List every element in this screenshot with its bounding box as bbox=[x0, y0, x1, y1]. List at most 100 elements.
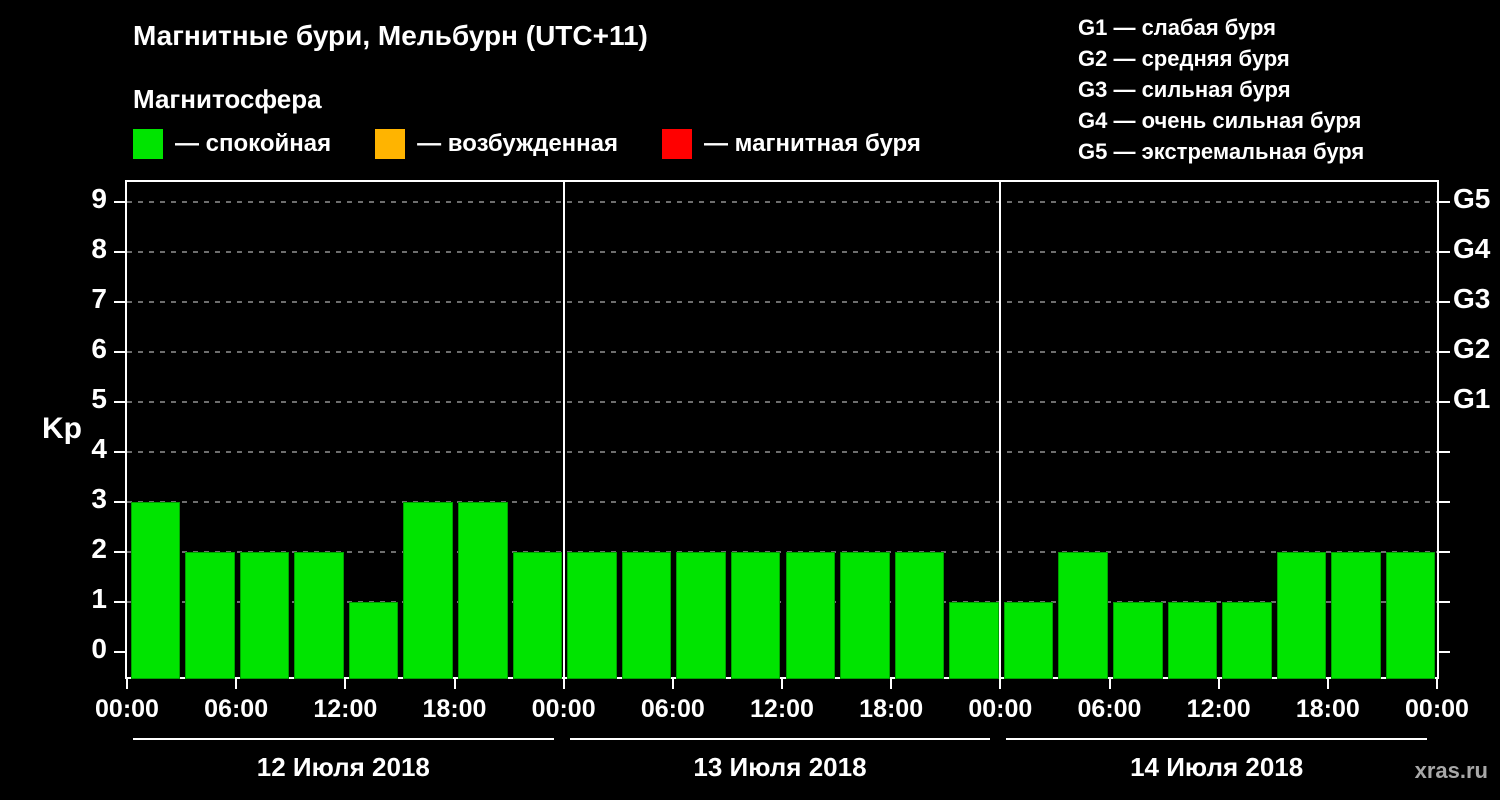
legend-label-storm: — магнитная буря bbox=[704, 130, 921, 157]
x-tick-label: 12:00 bbox=[1186, 695, 1251, 723]
date-bracket bbox=[1006, 738, 1427, 740]
kp-bar bbox=[1003, 602, 1054, 679]
magnetosphere-legend: — спокойная — возбужденная — магнитная бур… bbox=[133, 129, 921, 159]
x-tick bbox=[781, 679, 783, 689]
x-tick-label: 06:00 bbox=[1077, 695, 1142, 723]
date-bracket bbox=[133, 738, 554, 740]
y-tick-left bbox=[114, 501, 125, 503]
y-tick-left bbox=[114, 651, 125, 653]
kp-bar bbox=[621, 552, 672, 679]
x-tick-label: 00:00 bbox=[968, 695, 1033, 723]
kp-bar bbox=[458, 502, 508, 679]
date-label: 12 Июля 2018 bbox=[256, 752, 430, 782]
legend-label-excited: — возбужденная bbox=[417, 130, 619, 157]
y-tick-right bbox=[1439, 601, 1450, 603]
kp-bar bbox=[1222, 602, 1272, 679]
x-tick-label: 12:00 bbox=[750, 695, 814, 723]
gridline-kp-2 bbox=[127, 551, 1437, 553]
y-tick-right bbox=[1439, 651, 1450, 653]
legend-swatch-excited bbox=[375, 129, 406, 159]
plot-area bbox=[114, 180, 1450, 689]
kp-bar bbox=[785, 552, 836, 679]
storm-scale-line-2: G2 — средняя буря bbox=[1078, 46, 1290, 71]
gridline-kp-1 bbox=[127, 601, 1437, 603]
y-tick-label: 0 bbox=[91, 633, 107, 664]
y-tick-right bbox=[1439, 551, 1450, 553]
y-tick-label: 1 bbox=[91, 583, 107, 614]
legend-item-storm: — магнитная буря bbox=[662, 129, 921, 159]
y-tick-label: 9 bbox=[91, 183, 107, 214]
kp-bar bbox=[130, 502, 181, 679]
right-axis-label-G2: G2 bbox=[1453, 333, 1491, 364]
kp-bar bbox=[403, 502, 453, 679]
y-tick-right bbox=[1439, 351, 1450, 353]
gridline-kp-8 bbox=[127, 251, 1437, 253]
y-tick-left bbox=[114, 201, 125, 203]
legend-swatch-storm bbox=[662, 129, 693, 159]
kp-bar bbox=[1058, 552, 1108, 679]
x-tick bbox=[1108, 679, 1111, 689]
right-axis-label-G3: G3 bbox=[1453, 283, 1491, 314]
x-tick bbox=[453, 679, 456, 689]
x-tick-label: 00:00 bbox=[95, 695, 159, 723]
kp-bar bbox=[730, 552, 781, 679]
kp-bar bbox=[512, 552, 563, 679]
y-tick-label: 6 bbox=[91, 333, 107, 364]
x-tick bbox=[1326, 679, 1329, 689]
x-tick bbox=[671, 679, 674, 689]
x-tick bbox=[890, 679, 893, 689]
kp-bar bbox=[894, 552, 945, 679]
x-tick bbox=[1436, 679, 1438, 689]
y-tick-label: 8 bbox=[91, 233, 107, 264]
y-tick-left bbox=[114, 251, 125, 253]
kp-bar bbox=[1331, 552, 1381, 679]
kp-bar bbox=[676, 552, 726, 679]
kp-bar bbox=[348, 602, 399, 679]
right-axis-label-G4: G4 bbox=[1453, 233, 1491, 264]
right-axis-label-G1: G1 bbox=[1453, 383, 1491, 414]
y-tick-right bbox=[1439, 501, 1450, 503]
x-tick-label: 00:00 bbox=[531, 695, 596, 723]
y-tick-right bbox=[1439, 401, 1450, 403]
gridline-kp-4 bbox=[127, 451, 1437, 453]
kp-bar bbox=[567, 552, 617, 679]
kp-bar bbox=[1167, 602, 1218, 679]
gridline-kp-7 bbox=[127, 301, 1437, 303]
x-tick bbox=[999, 679, 1002, 689]
date-bracket bbox=[569, 738, 991, 740]
kp-bar bbox=[949, 602, 999, 679]
y-tick-right bbox=[1439, 301, 1450, 303]
legend-item-excited: — возбужденная bbox=[375, 129, 618, 159]
y-tick-right bbox=[1439, 451, 1450, 453]
y-axis-label: Kp bbox=[42, 412, 82, 445]
x-tick-label: 12:00 bbox=[313, 695, 378, 723]
x-tick-label: 18:00 bbox=[422, 695, 487, 723]
y-tick-left bbox=[114, 551, 125, 553]
legend-swatch-quiet bbox=[133, 129, 163, 159]
y-tick-left bbox=[114, 601, 125, 603]
kp-bar bbox=[1276, 552, 1327, 679]
magnetosphere-label: Магнитосфера bbox=[133, 84, 322, 114]
gridline-kp-9 bbox=[127, 201, 1437, 203]
storm-scale-legend: G1 — слабая буря G2 — средняя буря G3 — си… bbox=[1078, 12, 1364, 167]
x-tick bbox=[562, 679, 565, 689]
storm-scale-line-3: G3 — сильная буря bbox=[1078, 77, 1291, 102]
y-tick-left bbox=[114, 451, 125, 453]
x-tick-label: 06:00 bbox=[640, 695, 705, 723]
x-tick-label: 00:00 bbox=[1405, 695, 1469, 723]
legend-item-quiet: — спокойная bbox=[133, 129, 331, 159]
storm-scale-line-4: G4 — очень сильная буря bbox=[1078, 108, 1362, 133]
chart-title: Магнитные бури, Мельбурн (UTC+11) bbox=[133, 20, 648, 51]
kp-bar bbox=[239, 552, 290, 679]
gridline-kp-3 bbox=[127, 501, 1437, 503]
y-tick-right bbox=[1439, 251, 1450, 253]
y-tick-right bbox=[1439, 201, 1450, 203]
y-tick-label: 2 bbox=[91, 533, 107, 564]
y-tick-label: 7 bbox=[91, 283, 107, 314]
y-tick-label: 4 bbox=[91, 433, 107, 464]
date-label: 13 Июля 2018 bbox=[693, 752, 867, 782]
y-tick-left bbox=[114, 351, 125, 353]
kp-bar bbox=[1385, 552, 1436, 679]
day-boundary-line bbox=[562, 182, 565, 677]
